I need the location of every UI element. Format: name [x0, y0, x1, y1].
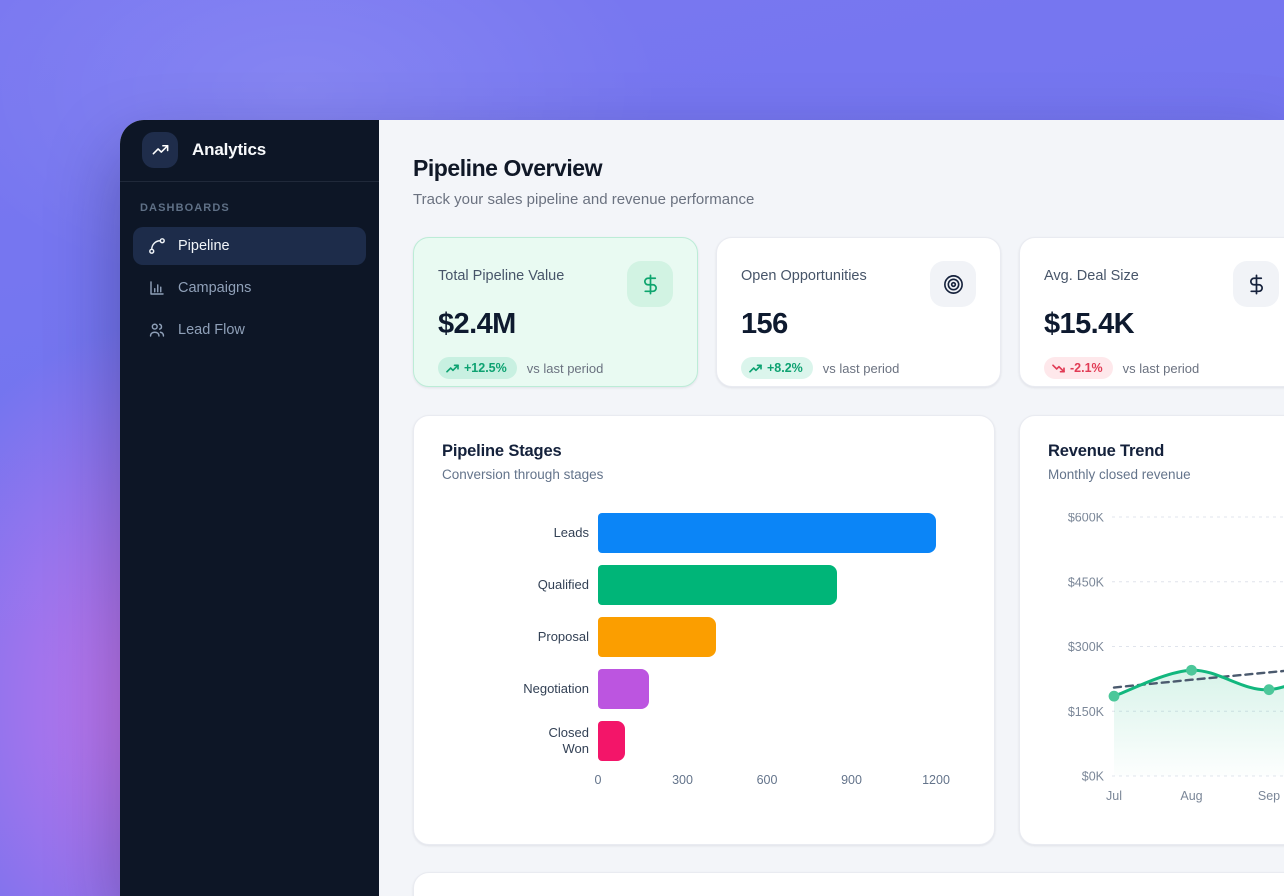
target-icon — [930, 261, 976, 307]
bar-row-closed-won: Closed Won — [442, 721, 966, 761]
x-tick: 1200 — [922, 773, 950, 787]
kpi-label: Total Pipeline Value — [438, 268, 565, 284]
page-subtitle: Track your sales pipeline and revenue pe… — [413, 191, 755, 208]
delta-value: -2.1% — [1070, 361, 1103, 375]
trend-down-icon — [1052, 363, 1065, 374]
spline-icon — [148, 237, 166, 255]
x-tick: 0 — [594, 773, 602, 787]
revenue-area — [1114, 670, 1284, 776]
users-icon — [148, 321, 166, 339]
sidebar-item-label: Campaigns — [178, 280, 252, 296]
bar-closed-won[interactable] — [598, 721, 625, 761]
y-tick: $150K — [1068, 705, 1105, 719]
kpi-label: Avg. Deal Size — [1044, 268, 1139, 284]
x-axis: 0 300 600 900 1200 — [594, 773, 950, 791]
delta-badge: +8.2% — [741, 357, 813, 379]
bar-row-proposal: Proposal — [442, 617, 966, 657]
sidebar-item-lead-flow[interactable]: Lead Flow — [133, 311, 366, 349]
x-tick: 300 — [672, 773, 693, 787]
sidebar-item-label: Lead Flow — [178, 322, 245, 338]
trend-up-icon — [749, 363, 762, 374]
kpi-label: Open Opportunities — [741, 268, 867, 284]
y-tick: $450K — [1068, 575, 1105, 589]
bar-row-leads: Leads — [442, 513, 966, 553]
dollar-icon — [1233, 261, 1279, 307]
bar-label: Leads — [553, 524, 589, 540]
pipeline-stages-chart: Leads Qualified Proposal Negotiation Closed … — [442, 513, 966, 791]
brand-name: Analytics — [192, 140, 267, 159]
charts-row: Pipeline Stages Conversion through stage… — [413, 415, 1284, 845]
trending-up-icon — [142, 132, 178, 168]
compare-label: vs last period — [822, 360, 900, 376]
sidebar-item-label: Pipeline — [178, 238, 230, 254]
bar-chart-icon — [148, 279, 166, 297]
bar-label: Qualified — [537, 576, 589, 592]
dollar-icon — [627, 261, 673, 307]
trend-up-icon — [446, 363, 459, 374]
x-tick: 600 — [756, 773, 778, 787]
nav-section-label: DASHBOARDS — [140, 202, 230, 214]
data-point[interactable] — [1186, 664, 1197, 676]
kpi-card-open-opportunities: Open Opportunities 156 +8.2% vs last period — [716, 237, 1001, 387]
chart-title: Pipeline Stages — [442, 442, 562, 460]
revenue-trend-chart: $600K$450K$300K$150K$0KJulAugSepOct — [1048, 511, 1284, 816]
bottom-card — [413, 872, 1284, 896]
sidebar-item-campaigns[interactable]: Campaigns — [133, 269, 366, 307]
data-point[interactable] — [1263, 684, 1275, 696]
app-window: Analytics DASHBOARDS Pipeline Campaigns Le… — [120, 120, 1284, 896]
bar-proposal[interactable] — [598, 617, 717, 657]
revenue-line — [1112, 668, 1284, 698]
chart-subtitle: Monthly closed revenue — [1048, 467, 1191, 482]
delta-badge: +12.5% — [438, 357, 517, 379]
chart-subtitle: Conversion through stages — [442, 467, 604, 482]
brand: Analytics — [120, 120, 379, 181]
revenue-trend-card: Revenue Trend Monthly closed revenue $60… — [1019, 415, 1284, 845]
delta-value: +8.2% — [767, 361, 803, 375]
y-tick: $300K — [1068, 640, 1105, 654]
pipeline-stages-card: Pipeline Stages Conversion through stage… — [413, 415, 995, 845]
kpi-value: 156 — [741, 308, 788, 340]
page-title: Pipeline Overview — [413, 155, 603, 181]
delta-value: +12.5% — [464, 361, 507, 375]
compare-label: vs last period — [526, 360, 604, 376]
kpi-card-total-pipeline-value: Total Pipeline Value $2.4M +12.5% vs last p… — [413, 237, 698, 387]
x-tick: Jul — [1106, 789, 1122, 803]
bar-row-negotiation: Negotiation — [442, 669, 966, 709]
y-tick: $600K — [1068, 513, 1105, 525]
main-content: Pipeline Overview Track your sales pipel… — [379, 120, 1284, 896]
sidebar-item-pipeline[interactable]: Pipeline — [133, 227, 366, 265]
x-tick: Sep — [1258, 789, 1280, 803]
x-tick: 900 — [841, 773, 862, 787]
bar-label: Closed Won — [548, 724, 589, 756]
y-tick: $0K — [1082, 770, 1105, 784]
chart-title: Revenue Trend — [1048, 442, 1165, 460]
kpi-card-avg-deal-size: Avg. Deal Size $15.4K -2.1% vs last period — [1019, 237, 1284, 387]
bar-label: Proposal — [537, 628, 589, 644]
kpi-value: $2.4M — [438, 308, 516, 340]
sidebar-nav: Pipeline Campaigns Lead Flow — [120, 223, 379, 353]
kpi-value: $15.4K — [1044, 308, 1135, 340]
kpi-row: Total Pipeline Value $2.4M +12.5% vs last p… — [413, 237, 1284, 387]
bar-leads[interactable] — [598, 513, 936, 553]
data-point[interactable] — [1108, 690, 1120, 702]
bar-row-qualified: Qualified — [442, 565, 966, 605]
bar-label: Negotiation — [523, 680, 589, 696]
compare-label: vs last period — [1122, 360, 1200, 376]
trend-dashed-line — [1112, 669, 1284, 689]
sidebar-divider — [120, 181, 379, 182]
sidebar: Analytics DASHBOARDS Pipeline Campaigns Le… — [120, 120, 379, 896]
x-tick: Aug — [1180, 789, 1202, 803]
bar-negotiation[interactable] — [598, 669, 649, 709]
delta-badge: -2.1% — [1044, 357, 1113, 379]
bar-qualified[interactable] — [598, 565, 838, 605]
